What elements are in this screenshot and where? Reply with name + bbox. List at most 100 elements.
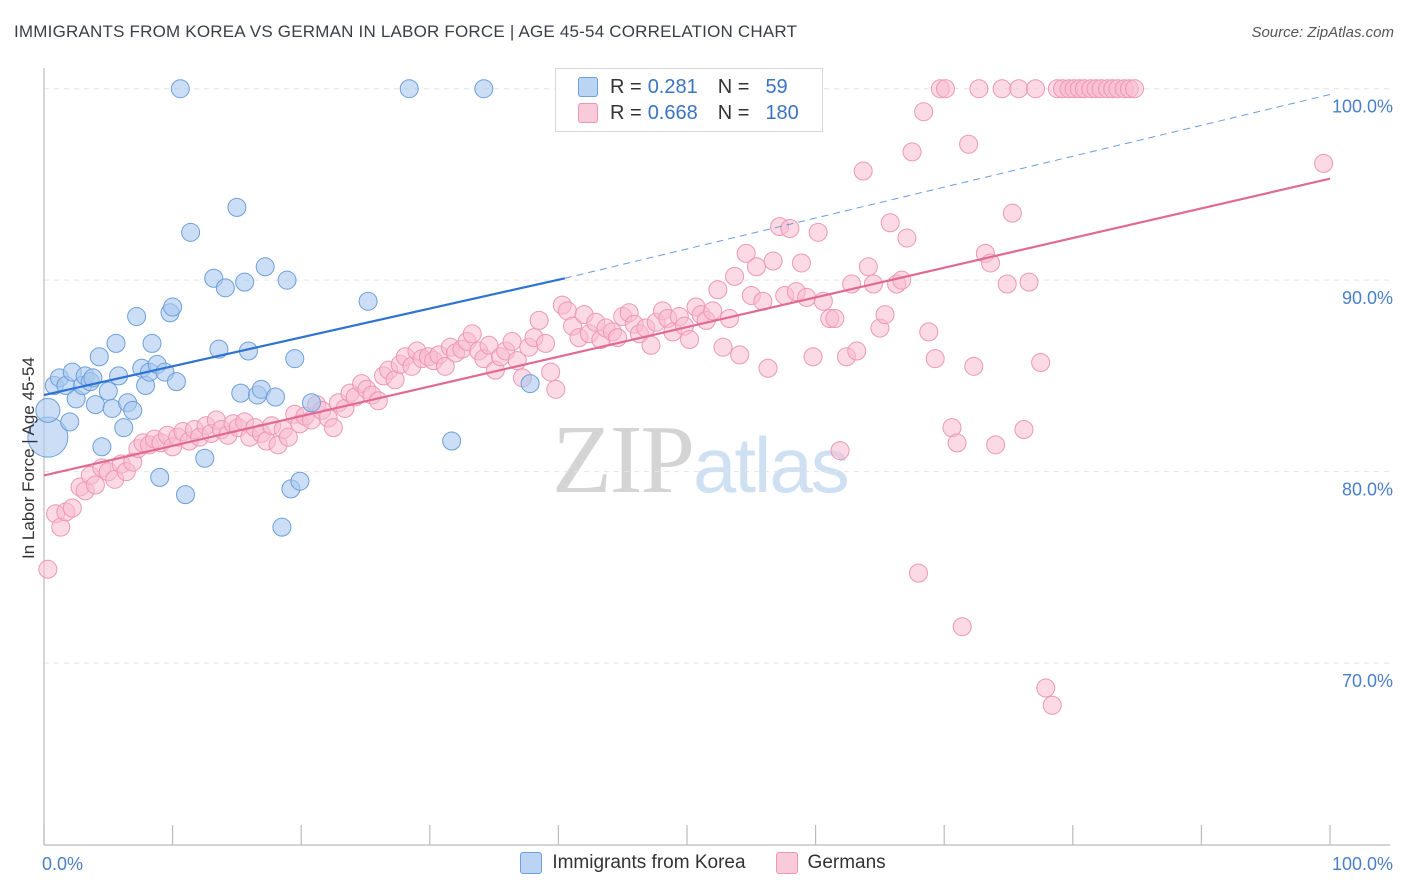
point-korea: [277, 270, 297, 290]
point-germans: [986, 435, 1006, 455]
series-korea: [27, 79, 540, 537]
point-korea: [85, 395, 105, 415]
point-germans: [746, 257, 766, 277]
legend-row-korea: R = 0.281 N = 59: [578, 74, 788, 100]
legend-n-label: N =: [717, 101, 750, 124]
legend-r-label: R =: [610, 75, 642, 98]
point-germans: [919, 322, 939, 342]
point-korea: [358, 291, 378, 311]
y-tick-label: 100.0%: [1332, 97, 1393, 117]
watermark-zip: ZIP: [552, 406, 695, 514]
point-korea: [442, 431, 462, 451]
point-korea: [227, 197, 247, 217]
point-germans: [1009, 79, 1029, 99]
x-tick-label-min: 0.0%: [42, 854, 83, 874]
point-korea: [195, 448, 215, 468]
point-korea: [235, 272, 255, 292]
point-germans: [964, 356, 984, 376]
watermark: ZIPatlas: [552, 402, 850, 516]
point-korea: [35, 397, 61, 423]
point-germans: [479, 335, 499, 355]
point-germans: [1042, 695, 1062, 715]
legend-label-korea: Immigrants from Korea: [552, 852, 746, 873]
y-tick-label: 70.0%: [1342, 671, 1393, 691]
point-korea: [106, 333, 126, 353]
y-tick-label: 80.0%: [1342, 480, 1393, 500]
legend-n-label: N =: [717, 75, 750, 98]
point-germans: [38, 559, 58, 579]
point-korea: [163, 297, 183, 317]
point-korea: [399, 79, 419, 99]
legend-n-value-germans: 180: [765, 101, 799, 124]
point-germans: [897, 228, 917, 248]
point-germans: [1036, 678, 1056, 698]
trend-lines: [43, 93, 1331, 477]
point-korea: [98, 381, 118, 401]
point-germans: [278, 427, 298, 447]
trendline-korea: [43, 277, 566, 397]
point-germans: [435, 356, 455, 376]
tick-labels: 70.0% 80.0% 90.0% 100.0% 0.0% 100.0% In Labor …: [19, 97, 1393, 874]
point-korea: [114, 418, 134, 438]
point-germans: [62, 498, 82, 518]
point-germans: [858, 257, 878, 277]
point-korea: [520, 374, 540, 394]
trendline-germans: [43, 177, 1331, 477]
point-germans: [323, 418, 343, 438]
point-germans: [780, 218, 800, 238]
point-korea: [89, 347, 109, 367]
point-germans: [546, 379, 566, 399]
grid-lines: [44, 88, 1390, 664]
point-korea: [231, 383, 251, 403]
point-germans: [992, 79, 1012, 99]
point-germans: [725, 266, 745, 286]
chart-source: Source: ZipAtlas.com: [1251, 24, 1394, 41]
point-germans: [935, 79, 955, 99]
legend-label-germans: Germans: [807, 852, 886, 873]
point-germans: [462, 324, 482, 344]
point-germans: [1031, 353, 1051, 373]
point-germans: [947, 433, 967, 453]
point-germans: [1014, 420, 1034, 440]
point-korea: [290, 471, 310, 491]
point-germans: [1314, 153, 1334, 173]
point-germans: [853, 161, 873, 181]
point-germans: [641, 335, 661, 355]
legend-r-value-germans: 0.668: [647, 101, 698, 124]
point-germans: [791, 253, 811, 273]
legend-r-label: R =: [610, 101, 642, 124]
point-germans: [758, 358, 778, 378]
point-germans: [892, 270, 912, 290]
point-germans: [875, 305, 895, 325]
point-korea: [142, 333, 162, 353]
legend-swatch-korea: [578, 77, 598, 97]
point-germans: [830, 441, 850, 461]
point-germans: [713, 337, 733, 357]
point-germans: [952, 617, 972, 637]
point-korea: [60, 412, 80, 432]
legend-swatch-korea: [520, 852, 543, 874]
point-germans: [502, 331, 522, 351]
point-korea: [272, 517, 292, 537]
point-germans: [703, 301, 723, 321]
legend-row-germans: R = 0.668 N = 180: [578, 100, 799, 126]
point-germans: [1026, 79, 1046, 99]
point-germans: [925, 349, 945, 369]
point-germans: [908, 563, 928, 583]
point-germans: [803, 347, 823, 367]
point-korea: [301, 393, 321, 413]
point-korea: [92, 437, 112, 457]
point-germans: [825, 308, 845, 328]
point-germans: [914, 102, 934, 122]
point-korea: [123, 400, 143, 420]
y-tick-label: 90.0%: [1342, 288, 1393, 308]
point-germans: [997, 274, 1017, 294]
point-korea: [127, 307, 147, 327]
point-germans: [708, 280, 728, 300]
point-germans: [536, 333, 556, 353]
point-korea: [265, 387, 285, 407]
legend-item-germans: Germans: [775, 852, 886, 874]
point-germans: [680, 330, 700, 350]
point-germans: [1125, 79, 1145, 99]
